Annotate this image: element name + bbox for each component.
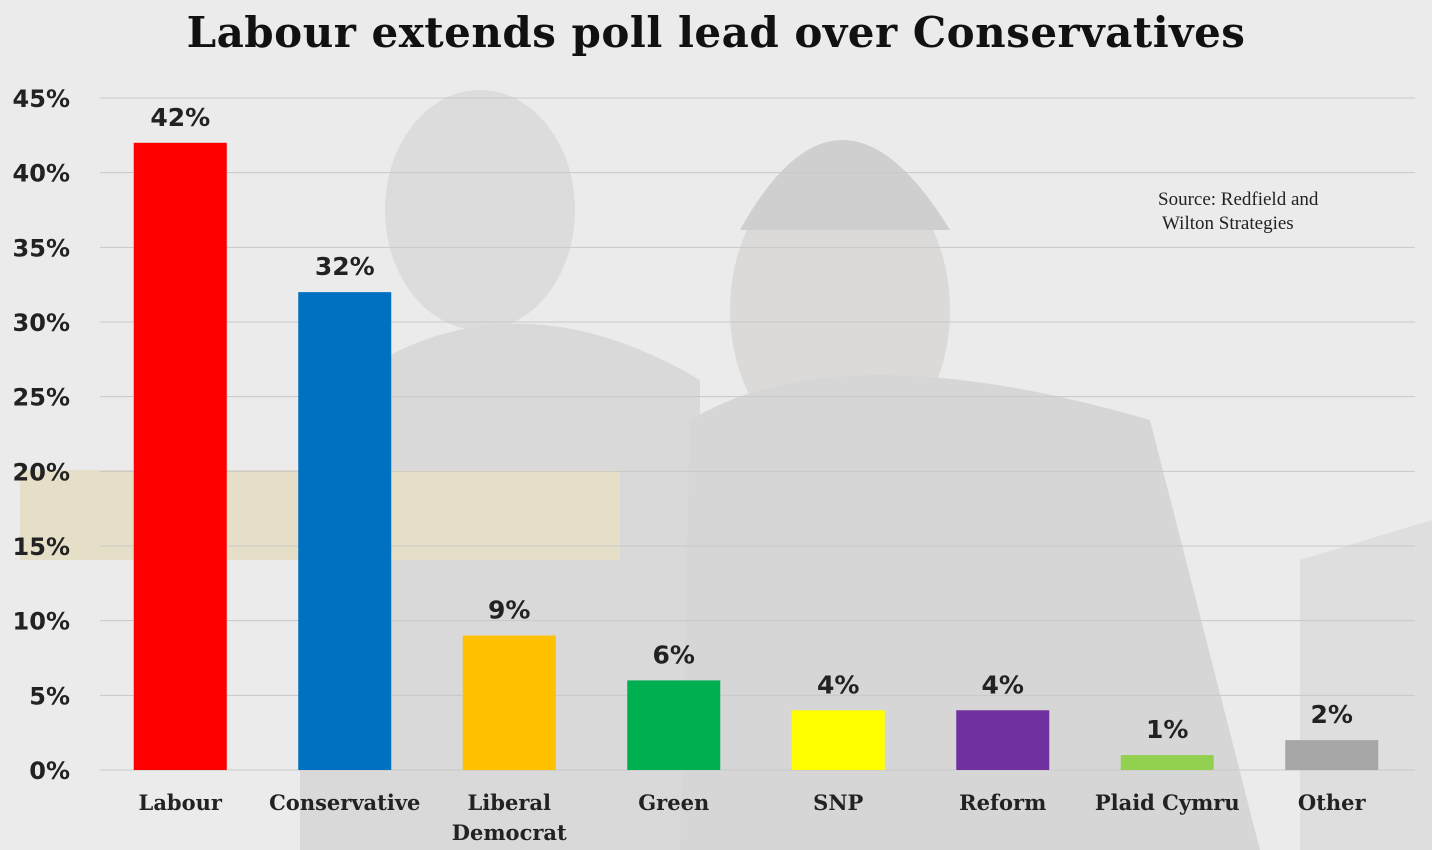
source-line-1: Source: Redfield and — [1158, 189, 1319, 210]
bar — [133, 142, 227, 771]
x-tick-label: Green — [638, 790, 709, 815]
bar-value-label: 42% — [150, 103, 210, 132]
x-tick-label: Reform — [959, 790, 1046, 815]
y-tick-label: 10% — [13, 608, 70, 636]
y-tick-label: 35% — [13, 234, 70, 262]
bar — [298, 292, 392, 770]
y-tick-label: 20% — [13, 458, 70, 486]
y-tick-label: 30% — [13, 309, 70, 337]
bar-value-label: 6% — [653, 640, 695, 669]
bar — [791, 710, 885, 770]
y-tick-label: 25% — [13, 384, 70, 412]
y-tick-label: 40% — [13, 160, 70, 188]
bar — [627, 680, 721, 770]
y-tick-label: 45% — [13, 85, 70, 113]
bar — [1285, 740, 1379, 770]
source-note: Source: Redfield and Wilton Strategies — [1158, 188, 1388, 236]
x-tick-label: SNP — [813, 790, 863, 815]
bar — [956, 710, 1050, 770]
bar-value-label: 4% — [982, 670, 1024, 699]
y-tick-label: 0% — [29, 757, 70, 785]
bar-value-label: 1% — [1146, 715, 1188, 744]
bar-value-label: 9% — [488, 596, 530, 625]
x-tick-label: Labour — [139, 790, 223, 815]
bar — [462, 635, 556, 770]
x-tick-label: Conservative — [269, 790, 420, 815]
x-tick-label: Liberal — [468, 790, 551, 815]
x-tick-label: Plaid Cymru — [1095, 790, 1240, 815]
bar-value-label: 2% — [1311, 700, 1353, 729]
y-tick-label: 5% — [29, 682, 70, 710]
x-tick-label: Democrat — [452, 820, 567, 845]
y-tick-label: 15% — [13, 533, 70, 561]
bar — [1120, 755, 1214, 770]
bar-value-label: 32% — [315, 252, 375, 281]
chart-title: Labour extends poll lead over Conservati… — [186, 8, 1246, 57]
source-line-2: Wilton Strategies — [1162, 213, 1294, 234]
x-tick-label: Other — [1298, 790, 1367, 815]
bar-value-label: 4% — [817, 670, 859, 699]
